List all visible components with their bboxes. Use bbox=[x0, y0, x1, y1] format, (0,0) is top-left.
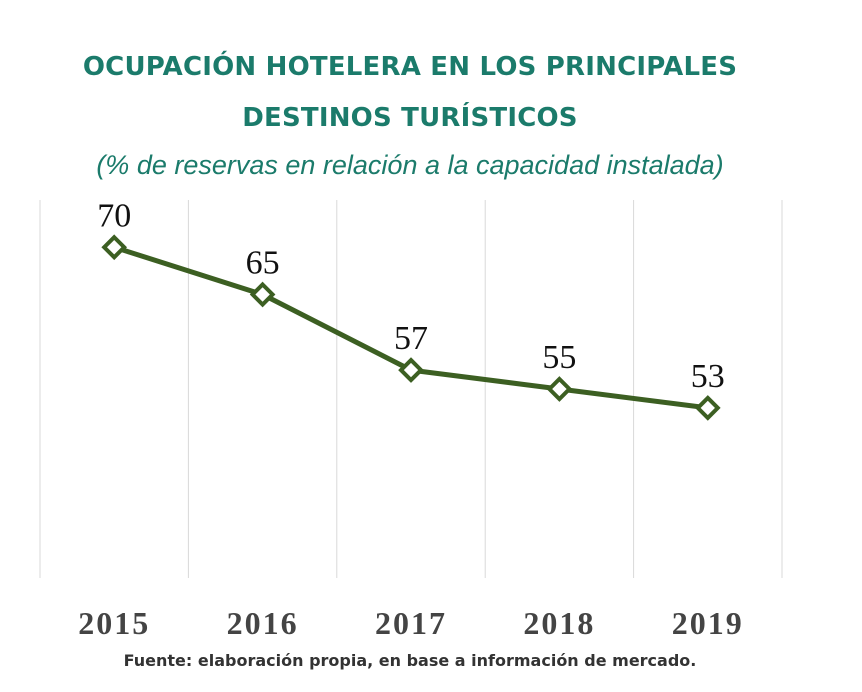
data-label: 70 bbox=[97, 197, 131, 234]
data-label: 57 bbox=[394, 320, 428, 357]
data-point-marker bbox=[694, 395, 721, 421]
data-point-marker bbox=[101, 234, 128, 261]
data-point-marker bbox=[398, 357, 424, 383]
x-tick-label: 2015 bbox=[78, 605, 150, 641]
x-tick-label: 2019 bbox=[672, 605, 744, 641]
x-tick-label: 2017 bbox=[375, 605, 447, 641]
chart-subtitle: (% de reservas en relación a la capacida… bbox=[96, 150, 724, 180]
data-point-marker bbox=[546, 376, 573, 402]
chart-title-line-1: OCUPACIÓN HOTELERA EN LOS PRINCIPALES bbox=[82, 52, 738, 82]
x-tick-label: 2018 bbox=[523, 605, 595, 641]
source-note: Fuente: elaboración propia, en base a in… bbox=[123, 651, 697, 670]
x-tick-label: 2016 bbox=[227, 605, 299, 641]
data-point-marker bbox=[249, 281, 276, 308]
data-label: 55 bbox=[542, 339, 576, 376]
data-label: 53 bbox=[691, 358, 725, 395]
chart-title-line-2: DESTINOS TURÍSTICOS bbox=[242, 103, 578, 133]
data-label: 65 bbox=[246, 245, 280, 282]
